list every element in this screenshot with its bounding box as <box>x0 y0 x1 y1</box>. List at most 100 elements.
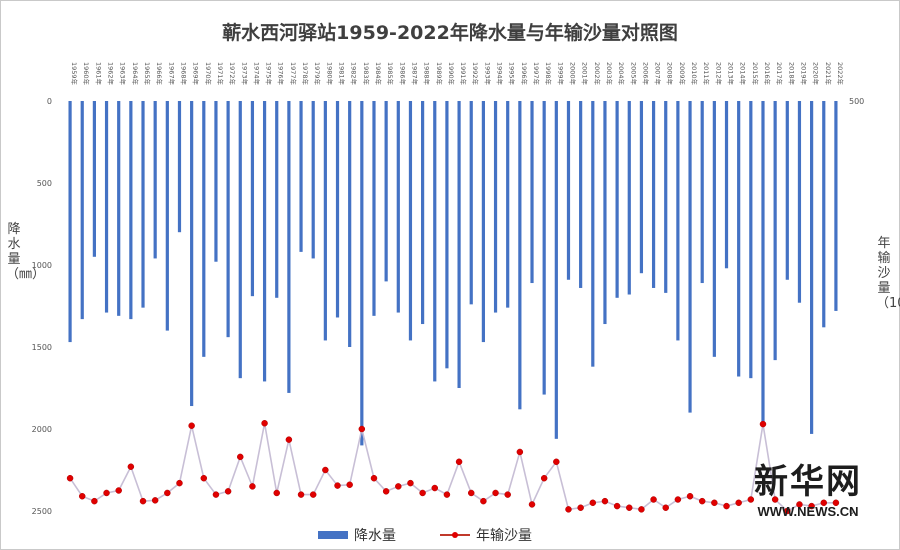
point-sediment <box>784 507 791 515</box>
y-left-tick-label: 1000 <box>32 261 52 270</box>
x-tick-label: 1974年 <box>252 62 261 86</box>
bar-precipitation <box>761 101 765 426</box>
legend-label-precipitation: 降水量 <box>354 528 396 544</box>
bar-precipitation <box>810 101 814 434</box>
x-tick-label: 1980年 <box>325 62 334 86</box>
bar-precipitation <box>92 101 96 257</box>
point-sediment <box>66 474 74 482</box>
legend-swatch-bar <box>318 531 348 539</box>
bar-precipitation <box>603 101 607 325</box>
bar-precipitation <box>530 101 534 284</box>
bar-precipitation <box>202 101 206 357</box>
x-tick-label: 1990年 <box>447 62 456 86</box>
x-tick-label: 2012年 <box>714 62 723 86</box>
bar-precipitation <box>542 101 546 395</box>
x-tick-label: 1962年 <box>107 62 116 86</box>
bar-precipitation <box>481 101 485 343</box>
x-tick-label: 1977年 <box>289 62 298 86</box>
bar-precipitation <box>506 101 510 308</box>
x-tick-label: 1994年 <box>496 62 505 86</box>
point-sediment <box>662 504 669 511</box>
x-tick-label: 2017年 <box>775 62 784 86</box>
point-sediment <box>467 489 475 497</box>
bar-precipitation <box>724 101 729 269</box>
bar-precipitation <box>493 101 498 313</box>
watermark-logo: 新华网 <box>754 462 862 502</box>
legend-label-sediment: 年输沙量 <box>476 528 532 544</box>
point-sediment <box>358 425 366 433</box>
bar-precipitation <box>664 101 668 293</box>
x-tick-label: 1985年 <box>386 62 395 86</box>
point-sediment <box>78 492 86 500</box>
x-tick-label: 2019年 <box>799 62 808 86</box>
x-tick-label: 1983年 <box>362 62 371 86</box>
point-sediment <box>261 420 268 427</box>
x-tick-label: 2011年 <box>702 62 711 86</box>
bar-precipitation <box>591 101 595 367</box>
x-tick-label: 1988年 <box>423 62 432 86</box>
point-sediment <box>686 492 694 500</box>
bar-precipitation <box>177 101 182 233</box>
bar-precipitation <box>226 101 230 338</box>
bar-precipitation <box>250 101 255 297</box>
bar-precipitation <box>190 101 194 407</box>
bar-precipitation <box>712 101 716 357</box>
x-tick-label: 2008年 <box>666 62 675 86</box>
bar-precipitation <box>262 101 267 382</box>
x-tick-label: 1989年 <box>435 62 444 86</box>
chart-legend: 降水量 年输沙量 <box>318 524 576 546</box>
point-sediment <box>808 502 815 510</box>
x-tick-label: 1993年 <box>483 62 492 86</box>
y-left-tick-label: 0 <box>47 97 52 106</box>
x-tick-label: 1961年 <box>94 62 103 86</box>
point-sediment <box>431 484 439 492</box>
bar-precipitation <box>737 101 741 377</box>
bar-precipitation <box>700 101 704 284</box>
point-sediment <box>103 489 110 497</box>
bar-precipitation <box>384 101 388 282</box>
point-sediment <box>115 487 122 494</box>
bar-precipitation <box>299 101 303 252</box>
point-sediment <box>565 506 572 513</box>
point-sediment <box>723 502 730 510</box>
point-sediment <box>395 483 402 490</box>
x-tick-label: 1999年 <box>556 62 565 86</box>
bar-precipitation <box>275 101 279 298</box>
point-sediment <box>796 501 803 508</box>
bar-precipitation <box>457 101 461 388</box>
bar-precipitation <box>676 101 680 341</box>
bar-precipitation <box>797 101 802 303</box>
bar-precipitation <box>421 101 425 325</box>
x-tick-label: 1992年 <box>471 62 480 86</box>
bar-precipitation <box>372 101 376 316</box>
x-tick-label: 1959年 <box>70 62 79 86</box>
bar-precipitation <box>627 101 631 295</box>
x-tick-label: 2021年 <box>824 62 833 86</box>
point-sediment <box>164 489 171 497</box>
point-sediment <box>759 420 767 428</box>
bar-precipitation <box>834 101 838 311</box>
x-tick-label: 1969年 <box>192 62 201 86</box>
point-sediment <box>626 504 633 511</box>
x-tick-label: 1966年 <box>155 62 164 86</box>
x-tick-label: 2013年 <box>727 62 736 86</box>
point-sediment <box>127 463 135 470</box>
point-sediment <box>322 466 329 474</box>
point-sediment <box>139 497 147 505</box>
bar-precipitation <box>153 101 157 259</box>
bar-precipitation <box>518 101 522 410</box>
x-tick-label: 1981年 <box>338 62 347 86</box>
x-tick-label: 1998年 <box>544 62 553 86</box>
bar-precipitation <box>165 101 169 331</box>
bar-precipitation <box>287 101 291 393</box>
x-tick-label: 1986年 <box>398 62 407 86</box>
x-tick-label: 1963年 <box>119 62 128 86</box>
bar-precipitation <box>639 101 644 274</box>
y-left-tick-label: 500 <box>37 179 52 188</box>
point-sediment <box>492 489 499 497</box>
bar-precipitation <box>651 101 656 288</box>
x-tick-label: 1978年 <box>301 62 310 86</box>
point-sediment <box>650 496 657 503</box>
x-tick-label: 1965年 <box>143 62 152 86</box>
point-sediment <box>91 497 98 505</box>
